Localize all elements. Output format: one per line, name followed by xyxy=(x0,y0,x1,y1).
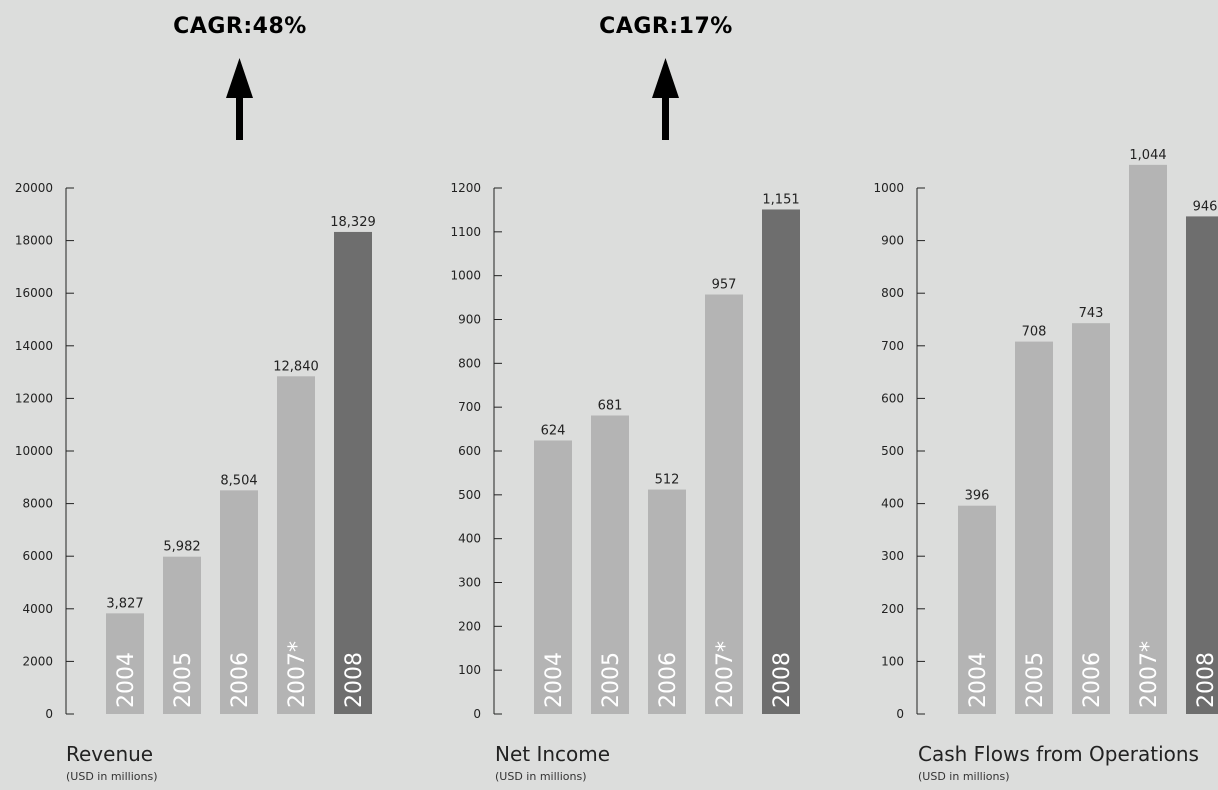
x-tick-label: 2007* xyxy=(1137,641,1162,708)
data-label: 396 xyxy=(965,489,990,504)
chart-subtitle: (USD in millions) xyxy=(66,770,158,783)
cagr-revenue-label: CAGR:48% xyxy=(173,14,307,39)
y-tick-label: 200 xyxy=(458,619,481,633)
y-tick-label: 4000 xyxy=(22,602,53,616)
x-tick-label: 2005 xyxy=(1023,652,1048,708)
data-label: 681 xyxy=(598,398,623,413)
y-tick-label: 6000 xyxy=(22,549,53,563)
bar xyxy=(1072,323,1110,714)
y-tick-label: 100 xyxy=(881,654,904,668)
data-label: 946 xyxy=(1193,199,1218,214)
bar xyxy=(1015,341,1053,714)
y-tick-label: 8000 xyxy=(22,497,53,511)
y-tick-label: 200 xyxy=(881,602,904,616)
y-tick-label: 18000 xyxy=(15,234,53,248)
y-tick-label: 20000 xyxy=(15,181,53,195)
x-tick-label: 2005 xyxy=(599,652,624,708)
x-tick-label: 2006 xyxy=(228,652,253,708)
x-tick-label: 2007* xyxy=(285,641,310,708)
bar xyxy=(106,613,144,714)
bar xyxy=(648,489,686,714)
y-tick-label: 100 xyxy=(458,663,481,677)
data-label: 8,504 xyxy=(220,473,257,488)
x-tick-label: 2008 xyxy=(1194,652,1218,708)
cash-flows-chart: 0 100 200 300 400 500 600 700 800 900 1000 396 2004 7… xyxy=(873,148,1218,721)
y-tick-label: 900 xyxy=(458,313,481,327)
revenue-chart: 0 2000 4000 6000 8000 10000 12000 14000 16000 180… xyxy=(15,181,376,721)
y-tick-label: 300 xyxy=(458,576,481,590)
bar xyxy=(277,376,315,714)
x-tick-label: 2005 xyxy=(171,652,196,708)
bar xyxy=(1186,216,1218,715)
y-tick-label: 700 xyxy=(881,339,904,353)
x-tick-label: 2004 xyxy=(542,652,567,708)
y-tick-label: 10000 xyxy=(15,444,53,458)
y-tick-label: 1000 xyxy=(873,181,904,195)
y-tick-label: 1200 xyxy=(450,181,481,195)
y-tick-label: 1100 xyxy=(450,225,481,239)
chart-title: Revenue xyxy=(66,742,154,766)
y-tick-label: 16000 xyxy=(15,286,53,300)
bar xyxy=(220,490,258,714)
data-label: 708 xyxy=(1022,325,1047,340)
chart-title: Net Income xyxy=(495,742,611,766)
y-tick-label: 900 xyxy=(881,234,904,248)
y-tick-label: 400 xyxy=(881,497,904,511)
data-label: 624 xyxy=(541,423,566,438)
net-income-chart: 0 100 200 300 400 500 600 700 800 900 1000 1100 1200… xyxy=(450,181,800,721)
x-tick-label: 2004 xyxy=(966,652,991,708)
y-tick-label: 14000 xyxy=(15,339,53,353)
bar xyxy=(334,231,372,714)
bar xyxy=(163,556,201,714)
y-tick-label: 600 xyxy=(881,391,904,405)
y-tick-label: 400 xyxy=(458,532,481,546)
y-tick-label: 500 xyxy=(881,444,904,458)
y-tick-label: 800 xyxy=(881,286,904,300)
data-label: 743 xyxy=(1079,306,1104,321)
y-tick-label: 1000 xyxy=(450,269,481,283)
data-label: 1,044 xyxy=(1129,148,1166,163)
y-tick-label: 2000 xyxy=(22,654,53,668)
data-label: 5,982 xyxy=(163,540,200,555)
data-label: 3,827 xyxy=(106,596,143,611)
x-tick-label: 2008 xyxy=(770,652,795,708)
chart-subtitle: (USD in millions) xyxy=(495,770,587,783)
y-tick-label: 500 xyxy=(458,488,481,502)
data-label: 1,151 xyxy=(762,192,799,207)
bar xyxy=(534,440,572,714)
x-tick-label: 2008 xyxy=(342,652,367,708)
chart-subtitle: (USD in millions) xyxy=(918,770,1010,783)
y-tick-label: 0 xyxy=(473,707,481,721)
data-label: 18,329 xyxy=(330,215,376,230)
x-tick-label: 2007* xyxy=(713,641,738,708)
data-label: 512 xyxy=(655,473,680,488)
bar xyxy=(762,209,800,714)
arrow-up-icon xyxy=(226,58,253,140)
x-tick-label: 2006 xyxy=(656,652,681,708)
bar xyxy=(705,294,743,714)
arrow-up-icon xyxy=(652,58,679,140)
cagr-net-income-label: CAGR:17% xyxy=(599,14,733,39)
chart-title: Cash Flows from Operations xyxy=(918,742,1199,766)
x-tick-label: 2004 xyxy=(114,652,139,708)
y-tick-label: 0 xyxy=(896,707,904,721)
data-label: 957 xyxy=(712,278,737,293)
data-label: 12,840 xyxy=(273,359,319,374)
bar xyxy=(1129,164,1167,714)
y-tick-label: 700 xyxy=(458,400,481,414)
y-tick-label: 600 xyxy=(458,444,481,458)
revenue-caption: Revenue (USD in millions) xyxy=(66,742,157,783)
y-tick-label: 800 xyxy=(458,356,481,370)
y-tick-label: 0 xyxy=(45,707,53,721)
y-tick-label: 300 xyxy=(881,549,904,563)
net-income-caption: Net Income (USD in millions) xyxy=(495,742,610,783)
x-tick-label: 2006 xyxy=(1080,652,1105,708)
bar xyxy=(591,415,629,714)
bar xyxy=(958,505,996,714)
cash-flows-caption: Cash Flows from Operations (USD in milli… xyxy=(918,742,1199,783)
y-tick-label: 12000 xyxy=(15,391,53,405)
